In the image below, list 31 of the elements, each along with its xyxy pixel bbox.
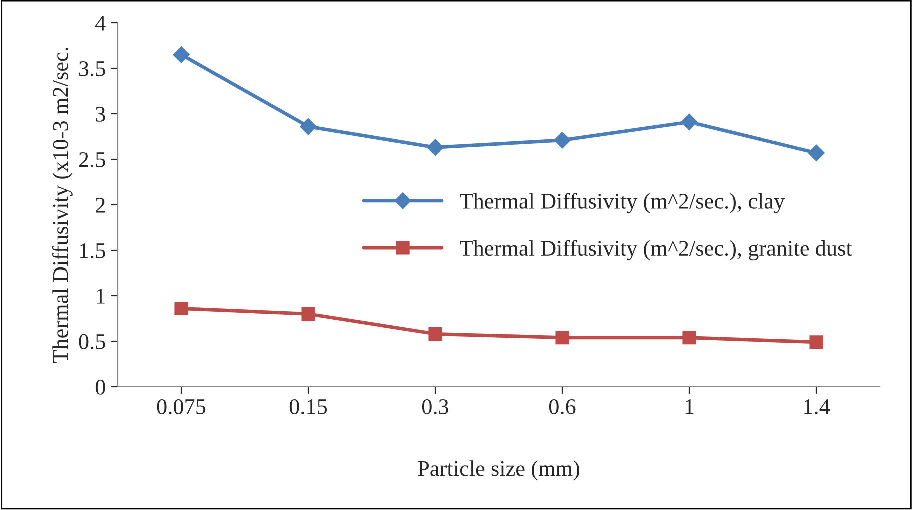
point [300,118,317,136]
y-axis-title: Thermal Diffusivity (x10-3 m2/sec. [52,48,73,364]
y-tick-label: 4 [96,16,106,31]
y-tick-label: 2 [96,198,105,213]
legend-label: Thermal Diffusivity (m^2/sec.), clay [460,193,786,214]
y-tick-label: 1.5 [80,244,106,259]
x-axis-title: Particle size (mm) [418,460,580,481]
legend-label: Thermal Diffusivity (m^2/sec.), granite dust [460,240,852,261]
point [810,336,824,350]
y-tick-label: 0.5 [79,334,106,350]
point [682,331,696,345]
x-tick-label: 0.075 [157,399,206,415]
y-tick-label: 3.5 [79,61,106,77]
point [681,114,698,131]
point [428,327,442,341]
point [554,132,571,149]
y-tick-label: 1 [97,289,105,304]
x-tick-label: 0.6 [549,399,576,415]
y-tick-label: 2.5 [79,152,106,168]
point [556,331,570,345]
y-tick-label: 3 [96,106,106,122]
x-tick-label: 1.4 [804,400,830,415]
point [808,144,825,162]
x-tick-label: 0.3 [422,399,449,415]
x-tick-label: 0.15 [290,399,328,415]
point [427,139,444,156]
y-tick-label: 0 [96,380,106,395]
point [174,302,188,316]
point [302,307,316,321]
point [173,46,190,64]
x-tick-label: 1 [686,400,694,414]
